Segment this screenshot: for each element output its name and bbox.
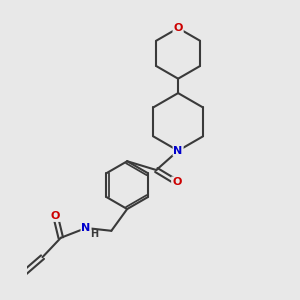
Text: O: O [173, 23, 183, 33]
Text: O: O [51, 211, 60, 221]
Text: N: N [81, 223, 91, 233]
Text: N: N [173, 146, 183, 156]
Text: H: H [90, 229, 98, 239]
Text: O: O [172, 177, 182, 187]
